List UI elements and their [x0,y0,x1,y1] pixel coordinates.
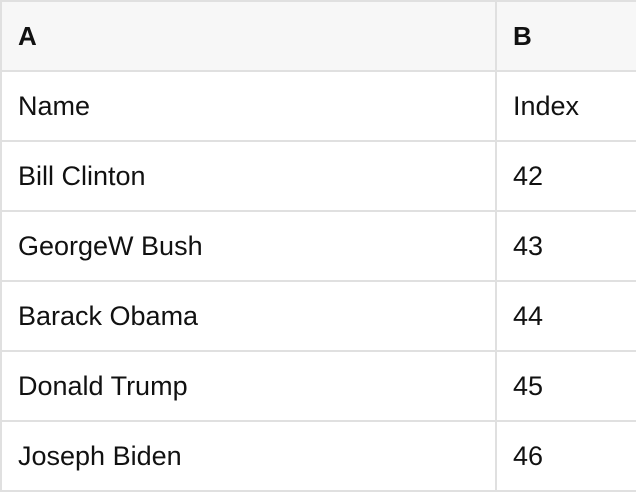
cell-text: 44 [513,300,544,331]
cell-text: 42 [513,160,544,191]
column-header-b-label: B [513,21,532,51]
table-row: Name Index [2,72,636,142]
cell-text: Donald Trump [18,370,188,401]
table-cell[interactable]: 42 [497,142,636,210]
table-cell[interactable]: Name [2,72,497,140]
table-cell[interactable]: Index [497,72,636,140]
table-cell[interactable]: Barack Obama [2,282,497,350]
table-cell[interactable]: GeorgeW Bush [2,212,497,280]
column-header-a[interactable]: A [2,2,497,70]
column-header-b[interactable]: B [497,2,636,70]
table-cell[interactable]: Bill Clinton [2,142,497,210]
cell-text: 45 [513,370,544,401]
cell-text: Barack Obama [18,300,199,331]
table-row: Bill Clinton 42 [2,142,636,212]
table-row: GeorgeW Bush 43 [2,212,636,282]
cell-text: Bill Clinton [18,160,146,191]
table-cell[interactable]: Donald Trump [2,352,497,420]
table-row: Donald Trump 45 [2,352,636,422]
table-cell[interactable]: Joseph Biden [2,422,497,490]
cell-text: Index [513,90,580,121]
cell-text: GeorgeW Bush [18,230,203,261]
table-cell[interactable]: 43 [497,212,636,280]
table-row: Joseph Biden 46 [2,422,636,492]
table-cell[interactable]: 44 [497,282,636,350]
header-row: A B [2,2,636,72]
table-cell[interactable]: 45 [497,352,636,420]
cell-text: 43 [513,230,544,261]
column-header-a-label: A [18,21,37,51]
cell-text: Joseph Biden [18,440,182,471]
table-row: Barack Obama 44 [2,282,636,352]
cell-text: 46 [513,440,544,471]
cell-text: Name [18,90,91,121]
table-cell[interactable]: 46 [497,422,636,490]
